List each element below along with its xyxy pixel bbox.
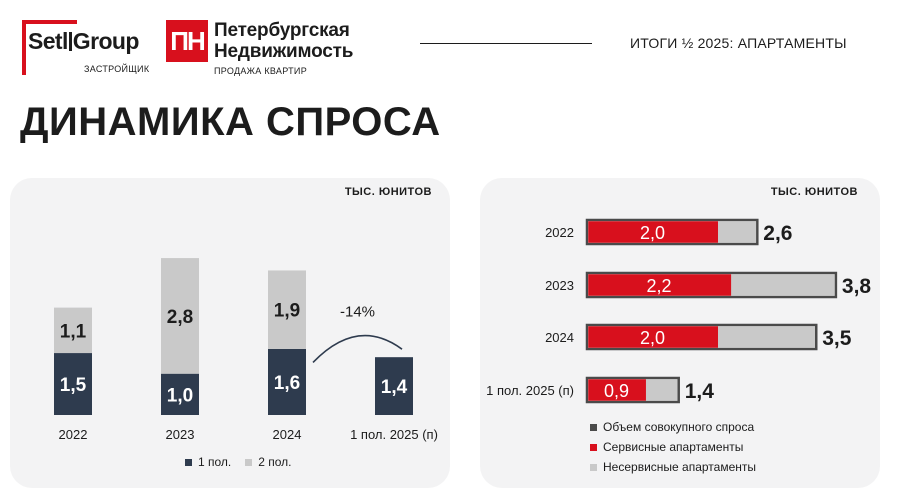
label-h1-1-пол-2025-п: 1,4 xyxy=(381,377,408,398)
report-tag: ИТОГИ ½ 2025: АПАРТАМЕНТЫ xyxy=(630,35,847,51)
setlgroup-logo-frame xyxy=(22,20,77,75)
label-h1-2023: 1,0 xyxy=(167,385,193,406)
y-tick-2023: 2023 xyxy=(545,278,574,293)
y-tick-2022: 2022 xyxy=(545,225,574,240)
change-annotation: -14% xyxy=(340,303,375,320)
bar-h1-1-пол-2025-п xyxy=(375,357,413,415)
legend-item-nonservice: Несервисные апартаменты xyxy=(590,460,756,474)
legend-label-h2: 2 пол. xyxy=(258,455,292,469)
bar-h1-2023 xyxy=(161,373,199,415)
legend-label-total: Объем совокупного спроса xyxy=(603,420,755,434)
y-tick-1-пол-2025-п: 1 пол. 2025 (п) xyxy=(486,383,574,398)
label-service-2023: 2,2 xyxy=(647,276,672,296)
label-h2-2022: 1,1 xyxy=(60,321,87,342)
label-total-2023: 3,8 xyxy=(842,275,872,298)
developer-caption: ЗАСТРОЙЩИК xyxy=(84,64,150,74)
left-legend: 1 пол. 2 пол. xyxy=(185,455,292,469)
pn-logo-name: Петербургская Недвижимость xyxy=(214,20,353,62)
sales-caption: ПРОДАЖА КВАРТИР xyxy=(214,66,308,76)
bar-service-2024 xyxy=(588,326,718,348)
pn-logo-mark: ПН xyxy=(166,20,208,62)
label-h1-2024: 1,6 xyxy=(274,373,300,394)
stacked-bar-panel: ТЫС. ЮНИТОВ 1,5 1,1 2022 1,0 2,8 2023 1,6 1,9 20… xyxy=(10,178,450,488)
x-tick-2024: 2024 xyxy=(273,427,302,442)
right-unit-label: ТЫС. ЮНИТОВ xyxy=(770,186,858,198)
right-legend: Объем совокупного спроса Сервисные апарт… xyxy=(590,420,756,474)
bar-service-1-пол-2025-п xyxy=(588,379,646,401)
legend-swatch-nonservice xyxy=(590,463,597,471)
legend-item-h2: 2 пол. xyxy=(245,455,292,469)
legend-swatch-service xyxy=(590,443,597,451)
legend-swatch-h1 xyxy=(185,458,192,466)
y-tick-2024: 2024 xyxy=(545,330,574,345)
bar-h2-2024 xyxy=(268,270,306,349)
left-unit-label: ТЫС. ЮНИТОВ xyxy=(344,186,432,198)
label-h1-2022: 1,5 xyxy=(60,375,87,396)
bar-service-2022 xyxy=(588,221,718,243)
label-h2-2023: 2,8 xyxy=(167,307,193,328)
bar-h1-2024 xyxy=(268,348,306,415)
pn-logo-line1: Петербургская xyxy=(214,20,350,41)
legend-item-h1: 1 пол. xyxy=(185,455,231,469)
legend-label-nonservice: Несервисные апартаменты xyxy=(603,460,756,474)
label-total-1-пол-2025-п: 1,4 xyxy=(685,380,715,403)
x-tick-1-пол-2025-п: 1 пол. 2025 (п) xyxy=(350,427,438,442)
legend-swatch-total xyxy=(590,423,597,431)
bar-service-2023 xyxy=(588,274,732,296)
label-h2-2024: 1,9 xyxy=(274,301,300,322)
label-total-2022: 2,6 xyxy=(763,222,792,245)
x-tick-2022: 2022 xyxy=(59,427,88,442)
label-service-2022: 2,0 xyxy=(640,223,665,243)
label-total-2024: 3,5 xyxy=(822,327,852,350)
bar-h2-2023 xyxy=(161,258,199,374)
legend-swatch-h2 xyxy=(245,458,253,466)
horizontal-bar-panel: ТЫС. ЮНИТОВ 2,0 2,6 2022 2,2 3,8 2023 2,0 3,5 20… xyxy=(480,178,880,488)
legend-label-h1: 1 пол. xyxy=(198,455,232,469)
legend-item-service: Сервисные апартаменты xyxy=(590,440,756,454)
stacked-bar-chart: 1,5 1,1 2022 1,0 2,8 2023 1,6 1,9 2024 1,4 1 пол. … xyxy=(54,258,438,442)
bar-h2-2022 xyxy=(54,307,92,354)
label-service-1-пол-2025-п: 0,9 xyxy=(604,381,629,401)
setlgroup-logo: Setl Group xyxy=(28,28,141,55)
pn-logo-line2: Недвижимость xyxy=(214,41,354,62)
label-service-2024: 2,0 xyxy=(640,328,665,348)
page-title: ДИНАМИКА СПРОСА xyxy=(20,100,441,144)
legend-label-service: Сервисные апартаменты xyxy=(603,440,744,454)
horizontal-bar-chart: 2,0 2,6 2022 2,2 3,8 2023 2,0 3,5 2024 0,9 1,4 1 по… xyxy=(486,218,872,404)
x-tick-2023: 2023 xyxy=(166,427,195,442)
legend-item-total: Объем совокупного спроса xyxy=(590,420,756,434)
header-divider xyxy=(420,43,592,44)
change-arc xyxy=(312,334,403,364)
bar-h1-2022 xyxy=(54,353,92,415)
